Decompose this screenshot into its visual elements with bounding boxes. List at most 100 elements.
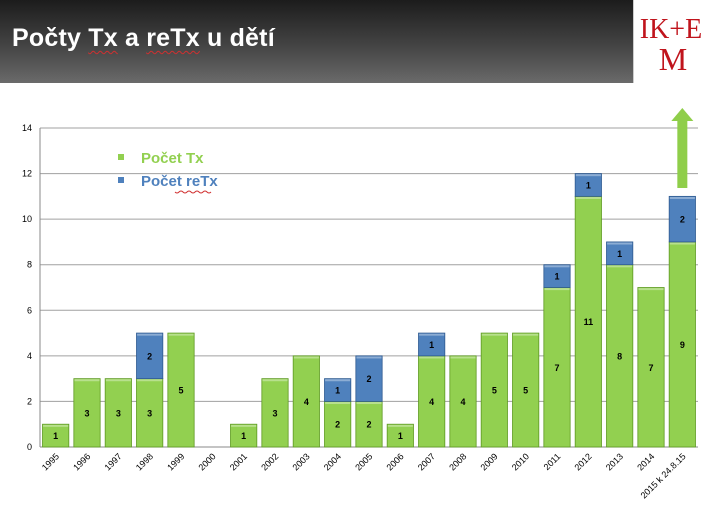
bar-highlight xyxy=(325,379,351,382)
data-label-retx: 1 xyxy=(429,340,434,350)
logo-text-top: IK+E xyxy=(640,14,702,45)
slide-title: Počty Tx a reTx u dětí xyxy=(12,24,275,53)
data-label-tx: 2 xyxy=(366,420,371,430)
x-tick-label: 2002 xyxy=(259,451,280,472)
x-tick-label: 2011 xyxy=(542,451,563,472)
up-arrow xyxy=(671,108,694,188)
bar-tx xyxy=(512,332,540,448)
bar-retx xyxy=(606,241,634,266)
data-label-retx: 1 xyxy=(335,386,340,396)
bar-highlight xyxy=(168,333,194,336)
y-tick-label: 8 xyxy=(27,260,32,270)
x-axis-ticks: 1995 1996 1997 1998 1999 2000 2001 2002 2003 2004… xyxy=(40,451,688,500)
x-tick-label: 2000 xyxy=(197,451,218,472)
data-label-tx: 4 xyxy=(304,397,309,407)
bar-highlight xyxy=(105,379,131,382)
title-part-tx: Tx xyxy=(88,24,118,52)
x-tick-label: 2012 xyxy=(573,451,594,472)
y-tick-label: 0 xyxy=(27,442,32,452)
data-label-tx: 5 xyxy=(178,386,183,396)
bar-retx xyxy=(418,332,446,357)
bar-tx xyxy=(668,241,696,448)
data-label-tx: 8 xyxy=(617,351,622,361)
ikem-logo: IK+E M xyxy=(633,0,707,83)
legend-marker-retx xyxy=(118,177,124,183)
bar-highlight xyxy=(262,379,288,382)
legend-label-retx: Počet reTx xyxy=(141,173,218,190)
x-tick-label: 2007 xyxy=(416,451,437,472)
data-label-tx: 4 xyxy=(460,397,465,407)
bar-tx xyxy=(543,287,571,448)
bar-highlight xyxy=(43,424,69,427)
x-tick-label: 2005 xyxy=(353,451,374,472)
x-tick-label: 2014 xyxy=(635,451,656,472)
data-label-tx: 3 xyxy=(84,408,89,418)
bar-highlight xyxy=(450,356,476,359)
bar-tx xyxy=(449,355,477,448)
bar-highlight xyxy=(137,333,163,336)
x-tick-label: 2003 xyxy=(291,451,312,472)
bar-highlight xyxy=(607,242,633,245)
legend-spellcheck-squiggle xyxy=(174,190,212,194)
bar-highlight xyxy=(387,424,413,427)
x-tick-label: 2009 xyxy=(479,451,500,472)
bar-highlight xyxy=(544,265,570,268)
logo-text-bottom: M xyxy=(659,41,687,77)
data-label-retx: 1 xyxy=(554,272,559,282)
bar-highlight xyxy=(481,333,507,336)
x-tick-label: 2013 xyxy=(604,451,625,472)
legend-marker-tx xyxy=(118,154,124,160)
x-tick-label: 2001 xyxy=(228,451,249,472)
bar-tx xyxy=(136,378,164,448)
bar-tx xyxy=(42,423,70,448)
bar-tx xyxy=(418,355,446,448)
y-tick-label: 6 xyxy=(27,305,32,315)
data-label-retx: 1 xyxy=(586,180,591,190)
bar-tx xyxy=(104,378,132,448)
chart-legend: Počet Tx Počet reTx xyxy=(118,150,218,194)
data-label-retx: 2 xyxy=(147,351,152,361)
x-tick-label: 1997 xyxy=(103,451,124,472)
x-tick-label: 2010 xyxy=(510,451,531,472)
title-part-1: Počty xyxy=(12,24,89,52)
x-tick-label: 2004 xyxy=(322,451,343,472)
data-label-tx: 3 xyxy=(116,408,121,418)
data-label-tx: 3 xyxy=(147,408,152,418)
bar-tx xyxy=(292,355,320,448)
x-tick-label: 1995 xyxy=(40,451,61,472)
title-part-retx: reTx xyxy=(146,24,200,52)
data-label-tx: 2 xyxy=(335,420,340,430)
data-label-tx: 5 xyxy=(492,386,497,396)
x-tick-label: 1996 xyxy=(71,451,92,472)
bar-highlight xyxy=(575,174,601,177)
data-label-tx: 4 xyxy=(429,397,434,407)
bar-highlight xyxy=(638,288,664,291)
bar-retx xyxy=(543,264,571,288)
x-tick-label: 2006 xyxy=(385,451,406,472)
bar-highlight xyxy=(74,379,100,382)
bar-retx xyxy=(136,332,164,380)
bar-tx xyxy=(261,378,289,448)
bar-highlight xyxy=(137,379,163,382)
bar-tx xyxy=(574,195,602,448)
legend-label-tx: Počet Tx xyxy=(141,150,204,167)
data-label-tx: 7 xyxy=(648,363,653,373)
bar-highlight xyxy=(356,402,382,405)
bar-tx xyxy=(386,423,414,448)
x-tick-label: 1998 xyxy=(134,451,155,472)
data-label-tx: 11 xyxy=(584,317,594,327)
title-part-3: a xyxy=(117,24,147,52)
data-label-tx: 1 xyxy=(398,431,403,441)
y-tick-label: 2 xyxy=(27,396,32,406)
data-label-retx: 2 xyxy=(366,374,371,384)
data-label-retx: 1 xyxy=(617,249,622,259)
bar-highlight xyxy=(419,333,445,336)
y-tick-label: 4 xyxy=(27,351,32,361)
bar-highlight xyxy=(669,242,695,245)
title-part-5: u dětí xyxy=(199,24,275,52)
y-tick-label: 10 xyxy=(22,214,32,224)
bar-highlight xyxy=(669,196,695,199)
bar-tx xyxy=(324,401,352,448)
bar-tx xyxy=(606,264,634,448)
